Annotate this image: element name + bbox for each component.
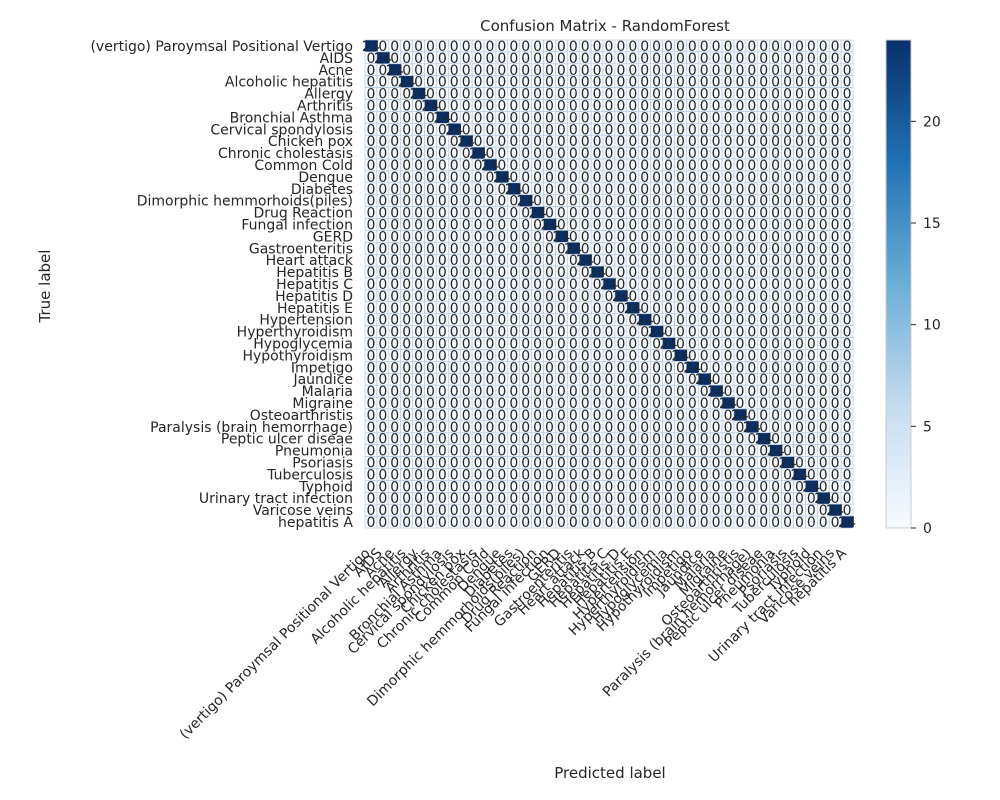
colorbar-tick-label: 20 — [923, 114, 941, 130]
cell-value-label: 0 — [807, 515, 816, 531]
cell-value-label: 0 — [545, 515, 554, 531]
cell-value-label: 0 — [474, 515, 483, 531]
cell-value-label: 0 — [783, 515, 792, 531]
cell-value-label: 0 — [581, 515, 590, 531]
cell-value-label: 0 — [438, 515, 447, 531]
cell-value-label: 0 — [569, 515, 578, 531]
colorbar — [885, 39, 912, 529]
cell-value-label: 0 — [616, 515, 625, 531]
cell-value-label: 0 — [640, 515, 649, 531]
x-tick-label: (vertigo) Paroymsal Positional Vertigo — [177, 546, 374, 743]
x-axis-label: Predicted label — [554, 764, 665, 782]
cell-value-label: 24 — [838, 515, 856, 531]
cell-value-label: 0 — [533, 515, 542, 531]
cell-value-label: 0 — [486, 515, 495, 531]
colorbar-tick-label: 0 — [923, 521, 932, 537]
cell-value-label: 0 — [771, 515, 780, 531]
cell-value-label: 0 — [676, 515, 685, 531]
cell-value-label: 0 — [366, 515, 375, 531]
cell-value-label: 0 — [521, 515, 530, 531]
cell-value-label: 0 — [724, 515, 733, 531]
cell-value-label: 0 — [557, 515, 566, 531]
heatmap-cells — [364, 39, 854, 529]
cell-value-label: 0 — [747, 515, 756, 531]
cell-value-label: 0 — [700, 515, 709, 531]
cell-value-label: 0 — [414, 515, 423, 531]
y-tick-label: hepatitis A — [278, 515, 353, 531]
cell-value-label: 0 — [735, 515, 744, 531]
colorbar-tick-label: 10 — [923, 318, 941, 334]
cell-value-label: 0 — [819, 515, 828, 531]
y-tick-labels: (vertigo) Paroymsal Positional VertigoAI… — [90, 39, 353, 531]
cell-value-label: 0 — [628, 515, 637, 531]
x-tick-labels: (vertigo) Paroymsal Positional VertigoAI… — [177, 545, 850, 743]
cell-value-label: 0 — [605, 515, 614, 531]
cell-value-label: 0 — [402, 515, 411, 531]
cell-value-label: 0 — [390, 515, 399, 531]
colorbar-tick-label: 15 — [923, 216, 941, 232]
cell-value-label: 0 — [426, 515, 435, 531]
cell-value-label: 0 — [688, 515, 697, 531]
cell-value-label: 0 — [759, 515, 768, 531]
cell-value-label: 0 — [664, 515, 673, 531]
cell-value-label: 0 — [593, 515, 602, 531]
cell-value-label: 0 — [378, 515, 387, 531]
colorbar-ticks: 0 5 10 15 20 — [911, 114, 941, 537]
y-tick-label: (vertigo) Paroymsal Positional Vertigo — [90, 39, 353, 55]
cell-value-label: 0 — [509, 515, 518, 531]
colorbar-tick-label: 5 — [923, 419, 932, 435]
cell-value-label: 0 — [462, 515, 471, 531]
cell-value-label: 0 — [497, 515, 506, 531]
cell-value-label: 0 — [450, 515, 459, 531]
cell-value-label: 0 — [652, 515, 661, 531]
cell-value-label: 0 — [795, 515, 804, 531]
y-axis-label: True label — [36, 250, 54, 324]
cell-value-label: 0 — [712, 515, 721, 531]
chart-title: Confusion Matrix - RandomForest — [480, 17, 730, 35]
